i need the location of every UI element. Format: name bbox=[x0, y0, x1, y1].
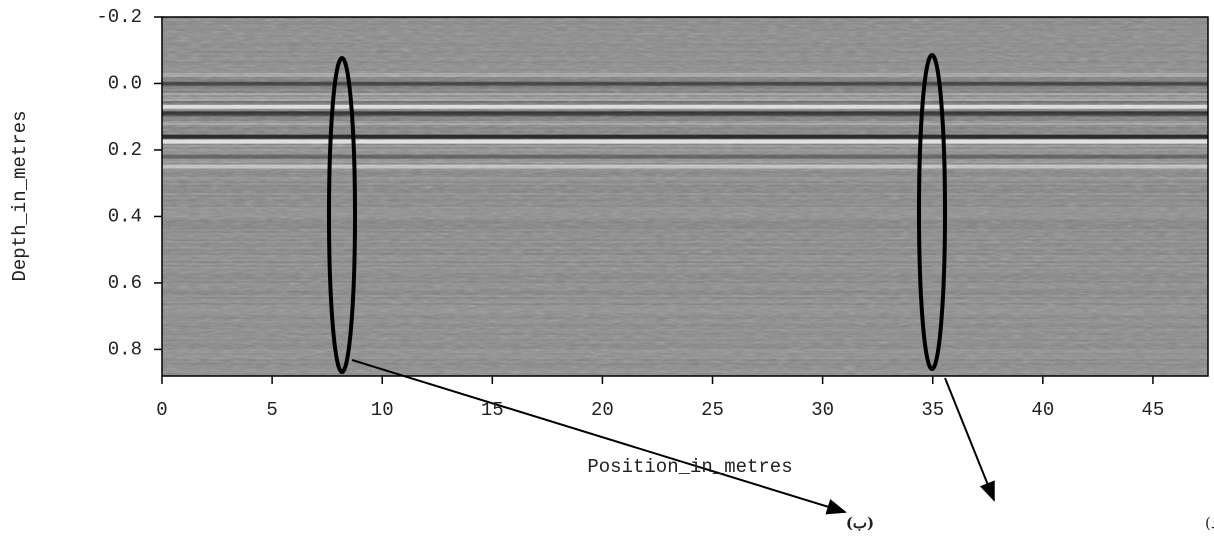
x-tick-label: 20 bbox=[591, 399, 614, 421]
x-tick-label: 0 bbox=[156, 399, 167, 421]
x-tick-label: 25 bbox=[701, 399, 724, 421]
radargram-image bbox=[162, 17, 1208, 376]
x-tick-label: 15 bbox=[481, 399, 504, 421]
y-axis-label: Depth_in_metres bbox=[9, 110, 31, 281]
y-tick-label: 0.6 bbox=[108, 272, 142, 294]
x-tick-label: 5 bbox=[266, 399, 277, 421]
x-tick-label: 40 bbox=[1031, 399, 1054, 421]
highlight-ellipse bbox=[917, 53, 947, 371]
texture-noise bbox=[162, 17, 1208, 376]
y-tick-label: -0.2 bbox=[96, 6, 142, 28]
y-tick-label: 0.4 bbox=[108, 205, 142, 227]
y-tick-label: 0.2 bbox=[108, 139, 142, 161]
x-tick-label: 45 bbox=[1142, 399, 1165, 421]
x-tick-label: 30 bbox=[811, 399, 834, 421]
x-axis-label: Position_in_metres bbox=[587, 456, 792, 478]
highlight-ellipse bbox=[327, 56, 357, 374]
x-tick-label: 10 bbox=[371, 399, 394, 421]
annotation-text: منطقه‌ای با عمق نفوذ کم (رسانندگی زیاد) bbox=[1205, 514, 1214, 532]
y-tick-label: 0.0 bbox=[108, 72, 142, 94]
y-tick-label: 0.8 bbox=[108, 338, 142, 360]
panel-label: (ب) bbox=[846, 514, 874, 532]
annotation-arrow bbox=[351, 359, 847, 515]
x-tick-label: 35 bbox=[921, 399, 944, 421]
annotation-arrow bbox=[944, 377, 995, 502]
plot-frame bbox=[161, 16, 1209, 377]
